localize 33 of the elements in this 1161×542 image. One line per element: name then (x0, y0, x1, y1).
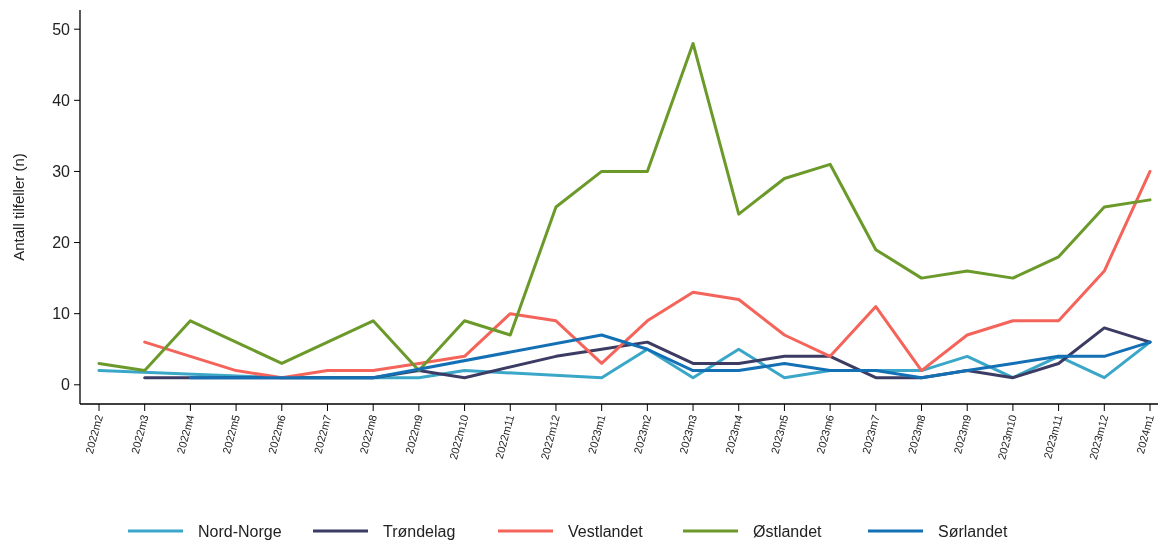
y-tick-label: 30 (52, 163, 71, 181)
line-series (97, 41, 1152, 373)
y-tick-label: 50 (52, 20, 71, 38)
x-tick-label: 2024m1 (1134, 413, 1156, 455)
x-tick-label: 2022m2 (83, 413, 105, 455)
line-series (188, 333, 1152, 380)
x-tick-label: 2022m4 (174, 413, 197, 455)
x-tick-label: 2023m7 (859, 413, 882, 455)
legend-label: Østlandet (753, 522, 823, 540)
x-tick-label: 2022m5 (220, 413, 243, 455)
y-tick-label: 10 (52, 305, 71, 323)
y-axis-title: Antall tilfeller (n) (10, 153, 27, 261)
x-tick-label: 2023m6 (814, 413, 837, 455)
y-tick-label: 20 (52, 234, 71, 252)
y-tick-label: 40 (52, 91, 71, 109)
x-tick-label: 2022m8 (357, 413, 380, 455)
legend-label: Vestlandet (568, 522, 644, 540)
y-tick-label: 0 (61, 376, 71, 394)
x-tick-label: 2022m3 (128, 413, 151, 455)
x-tick-label: 2022m6 (265, 413, 288, 455)
x-tick-label: 2022m10 (447, 413, 471, 461)
x-tick-label: 2023m4 (722, 413, 745, 455)
x-tick-label: 2023m2 (631, 413, 654, 455)
x-tick-label: 2022m9 (402, 413, 425, 455)
x-tick-label: 2022m7 (311, 413, 334, 455)
x-tick-label: 2023m5 (768, 413, 791, 455)
legend-label: Trøndelag (383, 522, 456, 540)
x-tick-label: 2023m1 (585, 413, 608, 455)
legend-label: Sørlandet (938, 522, 1008, 540)
x-tick-label: 2023m9 (951, 413, 974, 455)
legend-label: Nord-Norge (198, 522, 282, 540)
x-tick-label: 2023m3 (677, 413, 699, 455)
x-tick-label: 2023m8 (905, 413, 928, 455)
